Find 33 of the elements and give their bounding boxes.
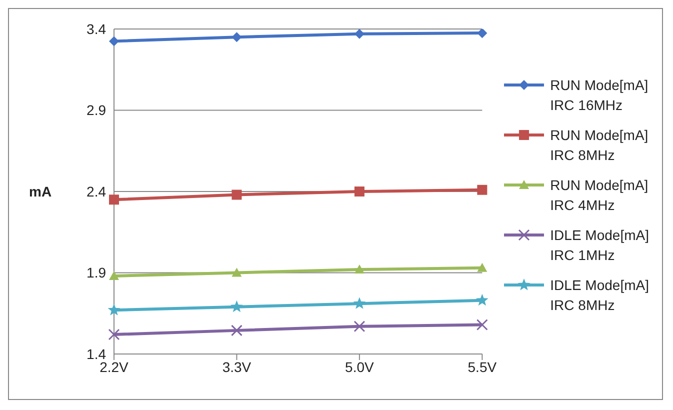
point	[230, 300, 243, 312]
point	[108, 328, 120, 340]
x-tick-label: 3.3V	[222, 358, 252, 375]
point	[477, 29, 488, 38]
point	[353, 297, 366, 309]
x-tick-label: 5.0V	[345, 358, 375, 375]
point	[477, 184, 488, 195]
y-tick-label: 2.9	[86, 102, 106, 118]
point	[354, 186, 364, 196]
y-tick-label: 1.9	[86, 264, 106, 281]
legend-label: RUN Mode[mA] IRC 4MHz	[550, 176, 648, 214]
legend-label: IDLE Mode[mA] IRC 1MHz	[550, 226, 649, 264]
y-axis-title: mA	[29, 183, 52, 200]
point	[109, 194, 119, 205]
point	[354, 320, 366, 332]
point	[230, 324, 242, 336]
point	[354, 29, 364, 39]
point	[108, 304, 120, 316]
y-tick-label: 2.4	[86, 183, 106, 200]
x-tick-label: 5.5V	[468, 358, 498, 375]
point	[109, 36, 119, 46]
point	[232, 32, 242, 42]
legend-label: RUN Mode[mA] IRC 16MHz	[550, 76, 648, 114]
point	[232, 190, 242, 200]
point	[477, 262, 488, 272]
point	[354, 264, 364, 274]
point	[109, 271, 119, 280]
y-tick-label: 3.4	[86, 20, 106, 37]
point	[232, 268, 242, 277]
point	[476, 319, 488, 330]
legend-label: IDLE Mode[mA] IRC 8MHz	[550, 276, 649, 314]
point	[476, 294, 488, 306]
legend-label: RUN Mode[mA] IRC 8MHz	[550, 126, 648, 164]
